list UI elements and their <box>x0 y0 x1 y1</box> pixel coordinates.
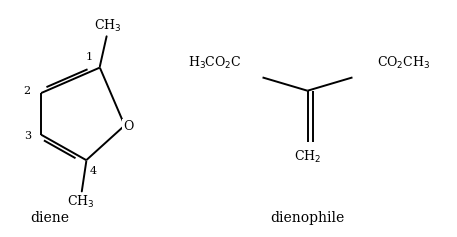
Text: 4: 4 <box>90 166 96 176</box>
Text: 2: 2 <box>24 86 31 96</box>
Text: 1: 1 <box>86 52 93 62</box>
Text: CH$_2$: CH$_2$ <box>294 149 321 165</box>
Text: diene: diene <box>31 211 69 225</box>
Text: dienophile: dienophile <box>271 211 345 225</box>
Text: CH$_3$: CH$_3$ <box>94 18 121 34</box>
Text: 3: 3 <box>24 131 31 141</box>
Text: CO$_2$CH$_3$: CO$_2$CH$_3$ <box>377 55 431 71</box>
Text: O: O <box>123 120 133 133</box>
Text: H$_3$CO$_2$C: H$_3$CO$_2$C <box>188 55 242 71</box>
Text: CH$_3$: CH$_3$ <box>67 194 95 210</box>
